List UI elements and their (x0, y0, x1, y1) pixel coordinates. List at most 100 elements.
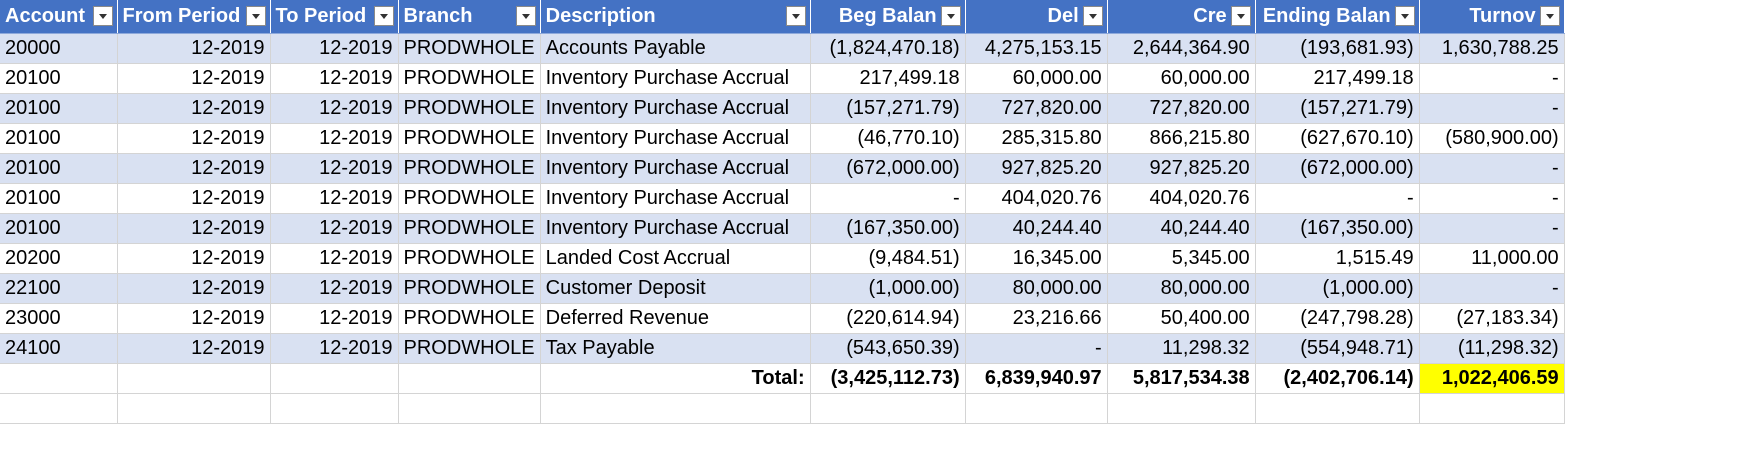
cell-turnover[interactable]: (11,298.32) (1419, 333, 1565, 364)
cell-beg-balance[interactable]: (1,000.00) (810, 273, 966, 304)
column-header-branch[interactable]: Branch (398, 0, 541, 34)
empty-cell[interactable] (270, 363, 399, 394)
cell-ending-balance[interactable]: (247,798.28) (1255, 303, 1420, 334)
cell-ending-balance[interactable]: (1,000.00) (1255, 273, 1420, 304)
cell-ending-balance[interactable]: 217,499.18 (1255, 63, 1420, 94)
column-header-account[interactable]: Account (0, 0, 118, 34)
cell-turnover[interactable]: - (1419, 213, 1565, 244)
cell-from-period[interactable]: 12-2019 (117, 153, 271, 184)
cell-description[interactable]: Inventory Purchase Accrual (540, 123, 811, 154)
cell-debit[interactable]: 4,275,153.15 (965, 33, 1108, 64)
cell-account[interactable]: 20100 (0, 153, 118, 184)
empty-cell[interactable] (0, 393, 118, 424)
cell-account[interactable]: 20100 (0, 93, 118, 124)
cell-description[interactable]: Inventory Purchase Accrual (540, 93, 811, 124)
empty-cell[interactable] (0, 363, 118, 394)
cell-turnover[interactable]: - (1419, 153, 1565, 184)
cell-beg-balance[interactable]: (543,650.39) (810, 333, 966, 364)
cell-branch[interactable]: PRODWHOLE (398, 273, 541, 304)
cell-from-period[interactable]: 12-2019 (117, 243, 271, 274)
cell-debit[interactable]: 285,315.80 (965, 123, 1108, 154)
cell-credit[interactable]: 2,644,364.90 (1107, 33, 1256, 64)
total-debit[interactable]: 6,839,940.97 (965, 363, 1108, 394)
cell-to-period[interactable]: 12-2019 (270, 273, 399, 304)
cell-credit[interactable]: 727,820.00 (1107, 93, 1256, 124)
cell-credit[interactable]: 11,298.32 (1107, 333, 1256, 364)
cell-debit[interactable]: 927,825.20 (965, 153, 1108, 184)
empty-cell[interactable] (117, 363, 271, 394)
cell-turnover[interactable]: - (1419, 183, 1565, 214)
empty-cell[interactable] (117, 393, 271, 424)
cell-debit[interactable]: 23,216.66 (965, 303, 1108, 334)
cell-account[interactable]: 20200 (0, 243, 118, 274)
empty-cell[interactable] (965, 393, 1108, 424)
cell-to-period[interactable]: 12-2019 (270, 63, 399, 94)
empty-cell[interactable] (1107, 393, 1256, 424)
cell-beg-balance[interactable]: (46,770.10) (810, 123, 966, 154)
cell-ending-balance[interactable]: (157,271.79) (1255, 93, 1420, 124)
filter-dropdown-icon[interactable] (785, 6, 806, 26)
cell-branch[interactable]: PRODWHOLE (398, 63, 541, 94)
cell-to-period[interactable]: 12-2019 (270, 333, 399, 364)
column-header-to-period[interactable]: To Period (270, 0, 399, 34)
cell-description[interactable]: Inventory Purchase Accrual (540, 213, 811, 244)
cell-debit[interactable]: 60,000.00 (965, 63, 1108, 94)
column-header-description[interactable]: Description (540, 0, 811, 34)
total-beg-balance[interactable]: (3,425,112.73) (810, 363, 966, 394)
cell-to-period[interactable]: 12-2019 (270, 183, 399, 214)
cell-from-period[interactable]: 12-2019 (117, 33, 271, 64)
cell-ending-balance[interactable]: (672,000.00) (1255, 153, 1420, 184)
filter-dropdown-icon[interactable] (373, 6, 394, 26)
cell-description[interactable]: Tax Payable (540, 333, 811, 364)
cell-credit[interactable]: 50,400.00 (1107, 303, 1256, 334)
cell-description[interactable]: Inventory Purchase Accrual (540, 153, 811, 184)
cell-from-period[interactable]: 12-2019 (117, 213, 271, 244)
cell-credit[interactable]: 60,000.00 (1107, 63, 1256, 94)
cell-account[interactable]: 20100 (0, 183, 118, 214)
cell-debit[interactable]: - (965, 333, 1108, 364)
cell-description[interactable]: Landed Cost Accrual (540, 243, 811, 274)
cell-from-period[interactable]: 12-2019 (117, 273, 271, 304)
cell-turnover[interactable]: (580,900.00) (1419, 123, 1565, 154)
cell-to-period[interactable]: 12-2019 (270, 213, 399, 244)
cell-branch[interactable]: PRODWHOLE (398, 93, 541, 124)
empty-cell[interactable] (540, 393, 811, 424)
cell-account[interactable]: 23000 (0, 303, 118, 334)
cell-ending-balance[interactable]: (193,681.93) (1255, 33, 1420, 64)
cell-credit[interactable]: 927,825.20 (1107, 153, 1256, 184)
cell-branch[interactable]: PRODWHOLE (398, 333, 541, 364)
cell-turnover[interactable]: (27,183.34) (1419, 303, 1565, 334)
cell-beg-balance[interactable]: (220,614.94) (810, 303, 966, 334)
filter-dropdown-icon[interactable] (92, 6, 113, 26)
cell-branch[interactable]: PRODWHOLE (398, 153, 541, 184)
filter-dropdown-icon[interactable] (940, 6, 961, 26)
cell-from-period[interactable]: 12-2019 (117, 93, 271, 124)
cell-description[interactable]: Accounts Payable (540, 33, 811, 64)
cell-turnover[interactable]: - (1419, 273, 1565, 304)
cell-description[interactable]: Inventory Purchase Accrual (540, 183, 811, 214)
total-ending-balance[interactable]: (2,402,706.14) (1255, 363, 1420, 394)
cell-branch[interactable]: PRODWHOLE (398, 243, 541, 274)
filter-dropdown-icon[interactable] (1394, 6, 1415, 26)
cell-to-period[interactable]: 12-2019 (270, 33, 399, 64)
cell-turnover[interactable]: - (1419, 93, 1565, 124)
total-credit[interactable]: 5,817,534.38 (1107, 363, 1256, 394)
column-header-from-period[interactable]: From Period (117, 0, 271, 34)
cell-credit[interactable]: 40,244.40 (1107, 213, 1256, 244)
total-label[interactable]: Total: (540, 363, 811, 394)
empty-cell[interactable] (1419, 393, 1565, 424)
cell-description[interactable]: Deferred Revenue (540, 303, 811, 334)
total-turnover[interactable]: 1,022,406.59 (1419, 363, 1565, 394)
cell-from-period[interactable]: 12-2019 (117, 303, 271, 334)
cell-account[interactable]: 24100 (0, 333, 118, 364)
cell-beg-balance[interactable]: 217,499.18 (810, 63, 966, 94)
cell-beg-balance[interactable]: (9,484.51) (810, 243, 966, 274)
column-header-ending-balance[interactable]: Ending Balan (1255, 0, 1420, 34)
cell-branch[interactable]: PRODWHOLE (398, 303, 541, 334)
cell-beg-balance[interactable]: (1,824,470.18) (810, 33, 966, 64)
cell-credit[interactable]: 404,020.76 (1107, 183, 1256, 214)
cell-from-period[interactable]: 12-2019 (117, 123, 271, 154)
cell-account[interactable]: 22100 (0, 273, 118, 304)
cell-account[interactable]: 20100 (0, 63, 118, 94)
empty-cell[interactable] (270, 393, 399, 424)
